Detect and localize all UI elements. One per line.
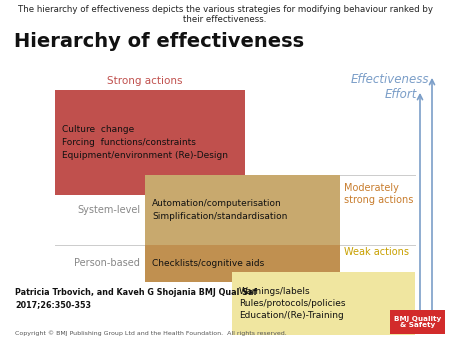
Text: Automation/computerisation
Simplification/standardisation: Automation/computerisation Simplificatio… bbox=[152, 199, 288, 221]
Bar bbox=[390, 310, 445, 334]
Text: Weak actions: Weak actions bbox=[344, 247, 409, 257]
Text: Effectiveness: Effectiveness bbox=[351, 73, 429, 86]
Bar bbox=[145, 175, 340, 245]
Text: Checklists/cognitive aids: Checklists/cognitive aids bbox=[152, 259, 264, 268]
Text: The hierarchy of effectiveness depicts the various strategies for modifying beha: The hierarchy of effectiveness depicts t… bbox=[18, 5, 432, 24]
Bar bbox=[232, 272, 415, 335]
Text: Moderately
strong actions: Moderately strong actions bbox=[344, 183, 414, 204]
Text: System-level: System-level bbox=[77, 205, 140, 215]
Text: BMJ Quality
& Safety: BMJ Quality & Safety bbox=[394, 315, 441, 329]
Text: Person-based: Person-based bbox=[74, 259, 140, 268]
Bar bbox=[55, 90, 245, 195]
Text: Strong actions: Strong actions bbox=[107, 76, 183, 86]
Bar bbox=[145, 245, 340, 282]
Text: Effort: Effort bbox=[385, 88, 417, 101]
Text: Warnings/labels
Rules/protocols/policies
Education/(Re)-Training: Warnings/labels Rules/protocols/policies… bbox=[239, 287, 346, 320]
Text: Patricia Trbovich, and Kaveh G Shojania BMJ Qual Saf
2017;26:350-353: Patricia Trbovich, and Kaveh G Shojania … bbox=[15, 288, 257, 309]
Text: Culture  change
Forcing  functions/constraints
Equipment/environment (Re)-Design: Culture change Forcing functions/constra… bbox=[62, 125, 228, 160]
Text: Copyright © BMJ Publishing Group Ltd and the Health Foundation.  All rights rese: Copyright © BMJ Publishing Group Ltd and… bbox=[15, 330, 287, 336]
Text: Hierarchy of effectiveness: Hierarchy of effectiveness bbox=[14, 32, 304, 51]
